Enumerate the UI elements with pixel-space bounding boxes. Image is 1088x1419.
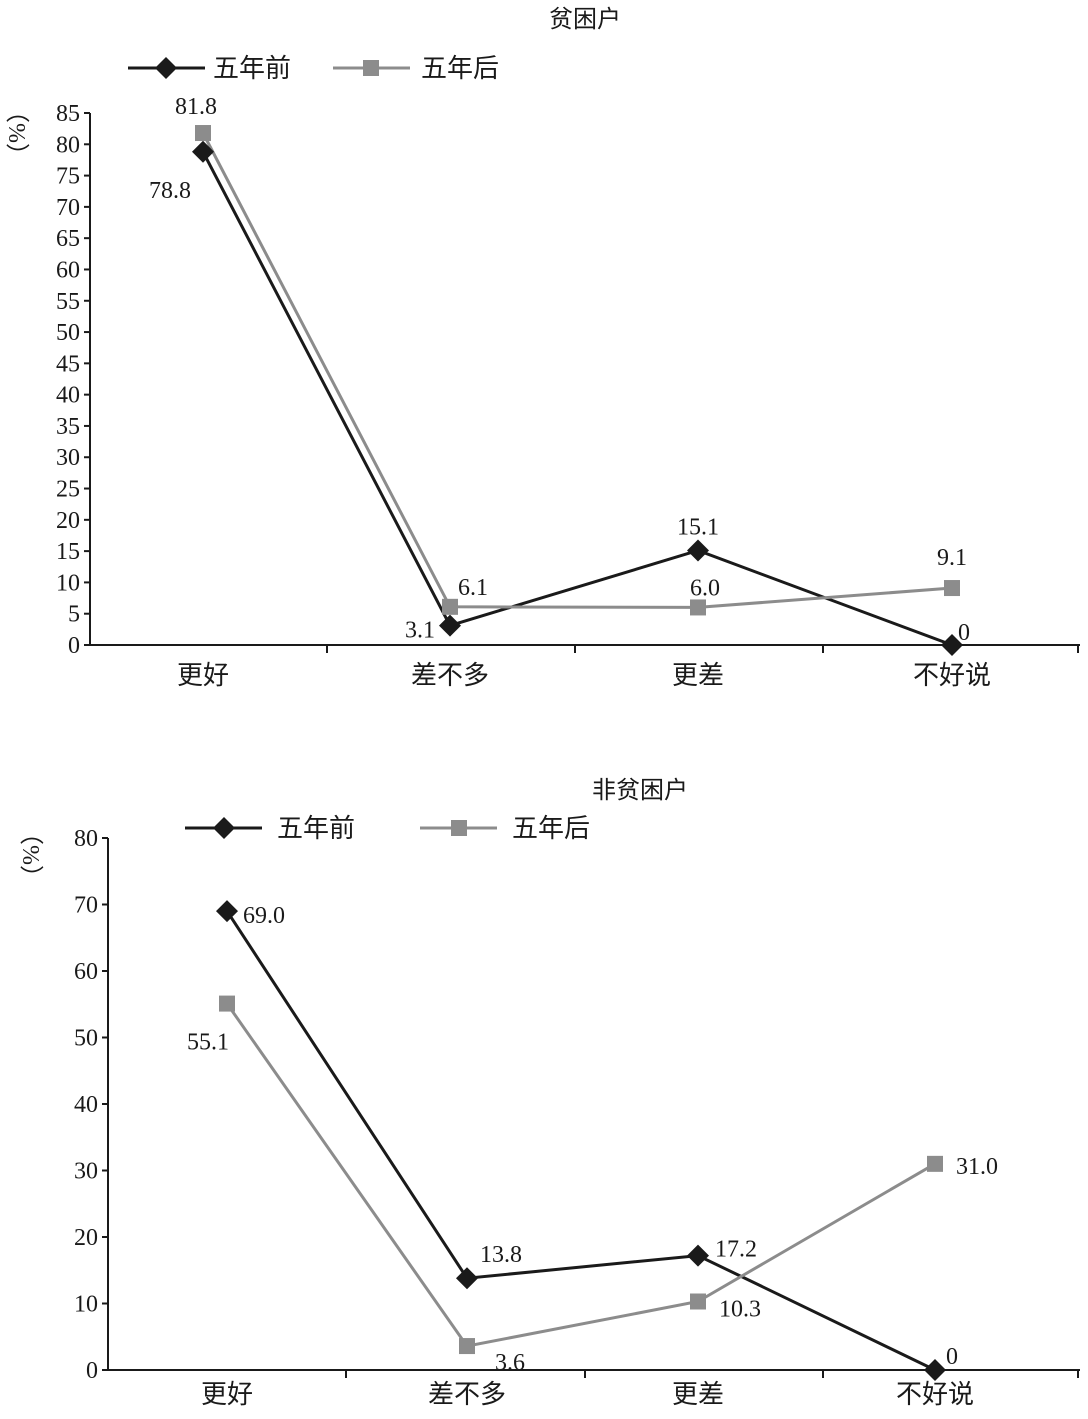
data-point-square xyxy=(442,598,458,615)
data-label: 81.8 xyxy=(175,94,217,120)
y-tick-label: 40 xyxy=(56,383,80,409)
data-point-square xyxy=(195,125,211,142)
data-label: 6.0 xyxy=(690,575,720,601)
plot-area: 0 5 10 15 20 25 30 35 40 45 50 55 60 65 70 75 80 85 更好 差不多 更… xyxy=(56,94,1080,690)
data-point-diamond xyxy=(687,1244,709,1267)
y-tick-label: 75 xyxy=(56,164,80,190)
data-label: 69.0 xyxy=(243,903,285,929)
data-point-square xyxy=(459,1338,475,1355)
legend-item: 五年后 xyxy=(420,814,590,843)
y-tick-label: 35 xyxy=(56,414,80,440)
category-label: 不好说 xyxy=(913,661,991,690)
category-label: 差不多 xyxy=(411,661,489,690)
category-label: 更好 xyxy=(177,661,229,690)
y-tick-label: 30 xyxy=(56,445,80,471)
y-tick-label: 60 xyxy=(74,959,98,985)
y-tick-label: 50 xyxy=(56,320,80,346)
y-tick-label: 10 xyxy=(56,570,80,596)
data-point-diamond xyxy=(216,900,238,923)
y-axis-label: （%） xyxy=(3,99,29,167)
data-label: 3.1 xyxy=(405,618,435,644)
square-icon xyxy=(451,820,467,836)
data-point-square xyxy=(690,1293,706,1310)
data-point-square xyxy=(690,599,706,616)
category-label: 更差 xyxy=(672,661,724,690)
category-label: 差不多 xyxy=(428,1380,506,1409)
data-label: 15.1 xyxy=(677,515,719,541)
data-point-diamond xyxy=(924,1359,946,1381)
chart-poor-households: 贫困户 （%） 五年前 五年后 0 5 10 15 20 25 30 35 40 45 50 55 60 6… xyxy=(3,6,1080,690)
data-label: 0 xyxy=(946,1344,958,1370)
y-tick-label: 85 xyxy=(56,101,80,127)
legend-label: 五年前 xyxy=(277,814,355,843)
y-tick-label: 25 xyxy=(56,477,80,503)
data-label: 6.1 xyxy=(458,575,488,601)
legend-item: 五年前 xyxy=(128,54,291,83)
series-line-five-years-ago xyxy=(225,910,936,1372)
y-tick-label: 70 xyxy=(56,195,80,221)
legend-item: 五年前 xyxy=(185,814,355,843)
series-line-five-years-ago xyxy=(201,151,953,647)
y-tick-label: 60 xyxy=(56,257,80,283)
data-point-diamond xyxy=(192,140,214,163)
legend: 五年前 五年后 xyxy=(185,814,590,843)
legend: 五年前 五年后 xyxy=(128,54,499,83)
chart-title: 贫困户 xyxy=(549,6,621,33)
chart-non-poor-households: 非贫困户 （%） 五年前 五年后 0 10 20 30 40 50 60 70 80 更好 差不多 更差… xyxy=(17,777,1080,1409)
data-point-diamond xyxy=(687,539,709,562)
legend-label: 五年后 xyxy=(421,54,499,83)
data-label: 3.6 xyxy=(495,1350,525,1376)
y-tick-label: 20 xyxy=(56,508,80,534)
data-label: 78.8 xyxy=(149,178,191,204)
data-label: 17.2 xyxy=(715,1237,757,1263)
category-label: 更差 xyxy=(672,1380,724,1409)
y-tick-label: 80 xyxy=(56,132,80,158)
data-point-square xyxy=(927,1155,943,1172)
y-tick-label: 10 xyxy=(74,1292,98,1318)
y-tick-label: 0 xyxy=(68,633,80,659)
y-tick-label: 40 xyxy=(74,1092,98,1118)
series-line-five-years-later xyxy=(201,132,953,609)
plot-area: 0 10 20 30 40 50 60 70 80 更好 差不多 更差 不好说 69.0 13.8 17.2 0… xyxy=(74,826,1080,1409)
y-tick-label: 70 xyxy=(74,893,98,919)
category-label: 更好 xyxy=(201,1380,253,1409)
data-label: 9.1 xyxy=(937,545,967,571)
y-axis-label: （%） xyxy=(17,821,43,889)
data-point-diamond xyxy=(941,634,963,656)
y-tick-label: 15 xyxy=(56,539,80,565)
square-icon xyxy=(363,60,379,76)
data-point-diamond xyxy=(439,614,461,637)
data-label: 55.1 xyxy=(187,1030,229,1056)
data-label: 13.8 xyxy=(480,1242,522,1268)
data-point-square xyxy=(944,580,960,597)
data-point-diamond xyxy=(456,1267,478,1290)
data-label: 10.3 xyxy=(719,1297,761,1323)
legend-label: 五年后 xyxy=(512,814,590,843)
chart-title: 非贫困户 xyxy=(592,777,688,804)
y-tick-label: 0 xyxy=(86,1358,98,1384)
y-tick-label: 45 xyxy=(56,351,80,377)
y-tick-label: 30 xyxy=(74,1159,98,1185)
y-tick-label: 5 xyxy=(68,602,80,628)
category-label: 不好说 xyxy=(896,1380,974,1409)
series-line-five-years-later xyxy=(225,1002,936,1348)
diamond-icon xyxy=(213,817,235,839)
data-label: 31.0 xyxy=(956,1154,998,1180)
diamond-icon xyxy=(155,57,177,79)
legend-item: 五年后 xyxy=(333,54,499,83)
y-tick-label: 65 xyxy=(56,226,80,252)
y-tick-label: 55 xyxy=(56,289,80,315)
y-tick-label: 50 xyxy=(74,1026,98,1052)
data-point-square xyxy=(219,995,235,1012)
legend-label: 五年前 xyxy=(213,54,291,83)
y-tick-label: 80 xyxy=(74,826,98,852)
y-tick-label: 20 xyxy=(74,1225,98,1251)
data-label: 0 xyxy=(958,620,970,646)
